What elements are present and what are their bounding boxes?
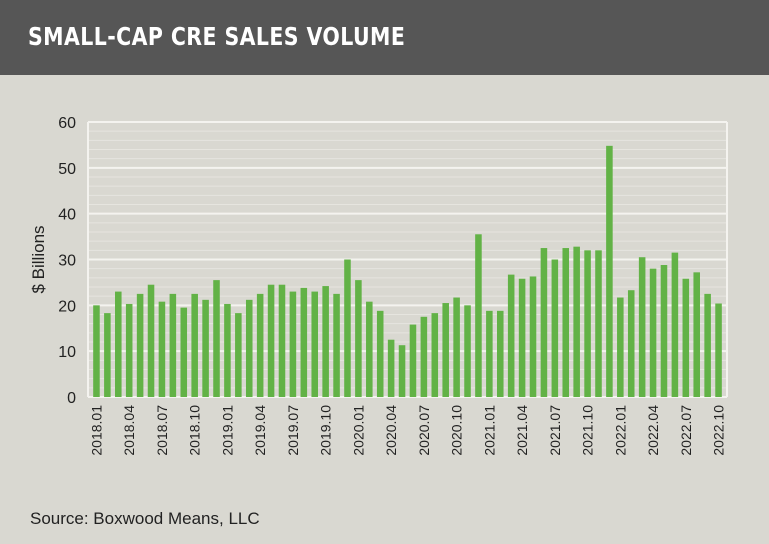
y-tick-label: 40 xyxy=(58,207,76,224)
bar-2022.03 xyxy=(638,257,646,397)
bar-2021.08 xyxy=(562,248,570,397)
bar-2021.04 xyxy=(518,278,526,397)
x-tick-label: 2022.04 xyxy=(645,405,661,456)
bar-2021.06 xyxy=(540,248,548,397)
bar-2020.03 xyxy=(376,310,384,397)
x-tick-label: 2019.10 xyxy=(318,405,334,456)
y-tick-label: 50 xyxy=(58,161,76,178)
bar-2021.01 xyxy=(486,310,493,397)
y-tick-label: 20 xyxy=(58,298,76,315)
bar-2022.02 xyxy=(627,290,635,397)
bar-2018.09 xyxy=(180,307,188,397)
bar-2021.10 xyxy=(584,250,591,397)
x-tick-label: 2018.07 xyxy=(154,405,170,456)
bar-2020.07 xyxy=(420,316,428,397)
x-tick-label: 2019.01 xyxy=(219,405,235,456)
bar-2022.08 xyxy=(693,272,700,397)
bar-2020.10 xyxy=(453,297,460,397)
bar-2022.06 xyxy=(671,252,679,397)
y-tick-label: 30 xyxy=(58,253,76,270)
bar-2018.04 xyxy=(125,303,133,397)
y-tick-label: 10 xyxy=(58,344,76,361)
x-tick-label: 2019.04 xyxy=(252,405,268,456)
bar-2019.03 xyxy=(245,299,253,397)
bar-2021.02 xyxy=(496,310,504,397)
bar-2021.09 xyxy=(573,246,580,397)
bar-2018.02 xyxy=(104,313,111,397)
bar-2018.10 xyxy=(191,293,198,397)
bar-2022.09 xyxy=(704,293,711,397)
x-tick-label: 2021.10 xyxy=(580,405,596,456)
header-bar: SMALL-CAP CRE SALES VOLUME xyxy=(0,0,769,75)
bar-2022.04 xyxy=(649,268,657,397)
chart-title: SMALL-CAP CRE SALES VOLUME xyxy=(28,22,406,51)
x-tick-label: 2022.07 xyxy=(678,405,694,456)
x-tick-label: 2021.01 xyxy=(481,405,497,456)
bar-2018.05 xyxy=(136,293,144,397)
x-tick-label: 2022.10 xyxy=(711,405,727,456)
bar-2019.04 xyxy=(256,293,264,397)
bar-2021.03 xyxy=(507,274,515,397)
bar-2020.11 xyxy=(464,305,471,397)
x-tick-label: 2021.04 xyxy=(514,405,530,456)
bar-2018.12 xyxy=(213,280,220,397)
bar-2020.08 xyxy=(431,313,439,397)
bar-2018.08 xyxy=(169,293,177,397)
x-tick-label: 2019.07 xyxy=(285,405,301,456)
source-note: Source: Boxwood Means, LLC xyxy=(30,509,260,528)
bar-2021.12 xyxy=(606,145,613,397)
x-tick-label: 2018.10 xyxy=(187,405,203,456)
y-axis-title: $ Billions xyxy=(29,225,48,293)
bar-2022.05 xyxy=(660,265,668,397)
x-tick-label: 2022.01 xyxy=(612,405,628,456)
bar-2019.09 xyxy=(311,291,319,397)
x-tick-label: 2021.07 xyxy=(547,405,563,456)
bar-2020.12 xyxy=(475,234,482,397)
bar-2019.07 xyxy=(289,291,297,397)
bar-2019.12 xyxy=(344,259,351,397)
bar-2021.11 xyxy=(595,250,602,397)
bar-2018.07 xyxy=(158,301,166,397)
bar-2020.01 xyxy=(355,280,362,397)
bar-2022.07 xyxy=(682,278,690,397)
x-tick-label: 2018.01 xyxy=(88,405,104,456)
bar-2021.05 xyxy=(529,276,537,397)
bar-2020.04 xyxy=(387,339,395,397)
bar-2021.07 xyxy=(551,259,559,397)
bar-2020.02 xyxy=(366,301,373,397)
bar-2018.01 xyxy=(93,305,100,397)
x-tick-label: 2018.04 xyxy=(121,405,137,456)
x-tick-label: 2020.10 xyxy=(449,405,465,456)
bar-2018.11 xyxy=(202,299,209,397)
bar-2020.09 xyxy=(442,303,449,397)
bar-2019.02 xyxy=(235,313,242,397)
x-tick-label: 2020.07 xyxy=(416,405,432,456)
bar-2019.08 xyxy=(300,287,308,397)
bar-2018.03 xyxy=(115,291,122,397)
bar-2019.01 xyxy=(224,303,231,397)
y-tick-label: 0 xyxy=(67,390,76,407)
bar-2019.10 xyxy=(322,286,329,397)
x-tick-label: 2020.04 xyxy=(383,405,399,456)
bar-2022.01 xyxy=(617,297,624,397)
bar-2020.06 xyxy=(409,324,417,397)
bar-2022.10 xyxy=(715,303,722,397)
x-tick-label: 2020.01 xyxy=(350,405,366,456)
bar-2018.06 xyxy=(147,284,155,397)
bar-2019.06 xyxy=(278,284,286,397)
bar-2020.05 xyxy=(398,345,406,397)
y-tick-label: 60 xyxy=(58,115,76,132)
bar-2019.05 xyxy=(267,284,275,397)
bar-2019.11 xyxy=(333,293,340,397)
